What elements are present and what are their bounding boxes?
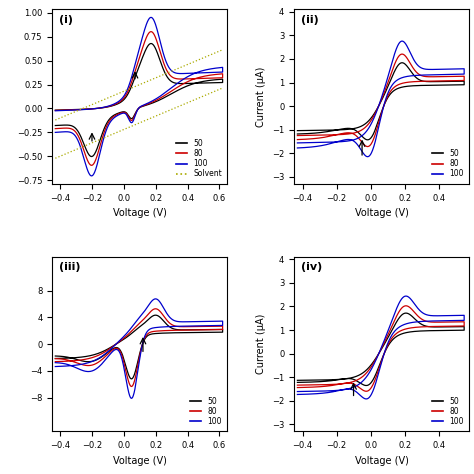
X-axis label: Voltage (V): Voltage (V) bbox=[113, 456, 167, 465]
Y-axis label: Current (μA): Current (μA) bbox=[256, 314, 266, 374]
Legend: 50, 80, 100, Solvent: 50, 80, 100, Solvent bbox=[174, 137, 224, 180]
Text: (iv): (iv) bbox=[301, 262, 322, 272]
Text: (i): (i) bbox=[59, 15, 73, 25]
Text: (iii): (iii) bbox=[59, 262, 81, 272]
Text: (ii): (ii) bbox=[301, 15, 319, 25]
X-axis label: Voltage (V): Voltage (V) bbox=[113, 208, 167, 218]
Y-axis label: Current (μA): Current (μA) bbox=[256, 66, 266, 127]
X-axis label: Voltage (V): Voltage (V) bbox=[355, 208, 409, 218]
Legend: 50, 80, 100: 50, 80, 100 bbox=[430, 395, 465, 428]
Legend: 50, 80, 100: 50, 80, 100 bbox=[430, 147, 465, 180]
Legend: 50, 80, 100: 50, 80, 100 bbox=[189, 395, 224, 428]
X-axis label: Voltage (V): Voltage (V) bbox=[355, 456, 409, 465]
